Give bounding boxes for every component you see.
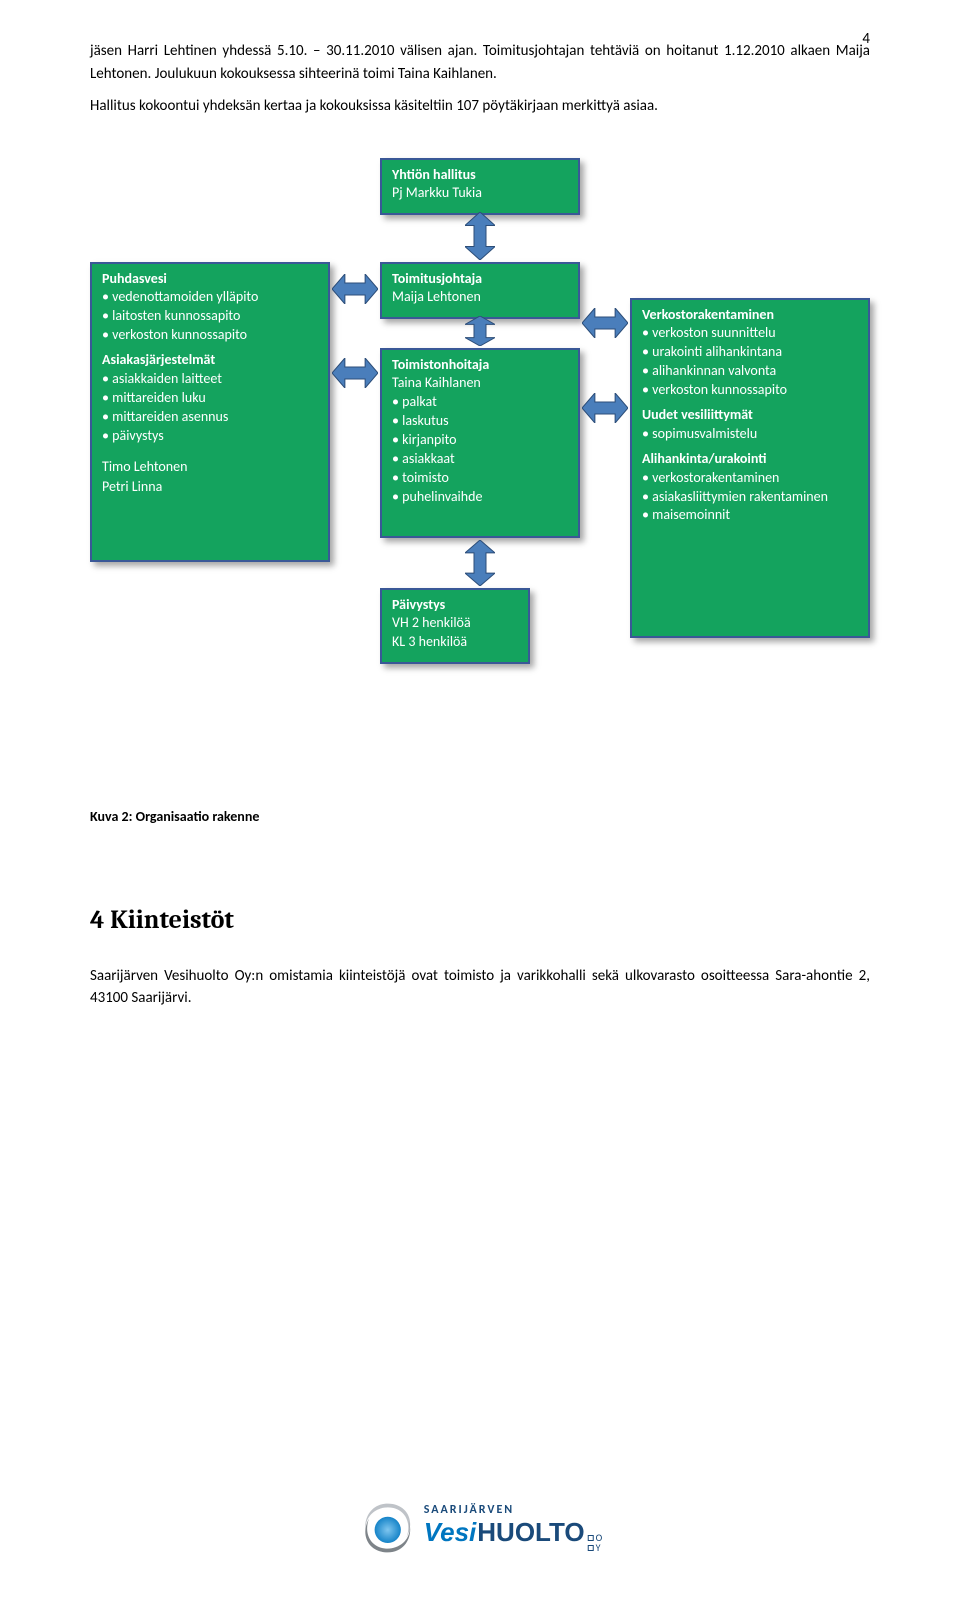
organization-diagram: Yhtiön hallitusPj Markku Tukia Toimitusjo… [90, 158, 870, 778]
double-arrow-icon [465, 540, 495, 586]
logo-vesi-text: Vesi [424, 1517, 477, 1548]
paragraph-1: jäsen Harri Lehtinen yhdessä 5.10. – 30.… [90, 40, 870, 85]
double-arrow-icon [582, 393, 628, 423]
double-arrow-icon [465, 212, 495, 260]
double-arrow-icon [332, 274, 378, 304]
org-box: Yhtiön hallitusPj Markku Tukia [380, 158, 580, 216]
double-arrow-icon [582, 308, 628, 338]
paragraph-2: Hallitus kokoontui yhdeksän kertaa ja ko… [90, 95, 870, 118]
org-box: Puhdasvesivedenottamoiden ylläpitolaitos… [90, 262, 330, 562]
section-heading: 4 Kiinteistöt [90, 905, 870, 935]
org-box: PäivystysVH 2 henkilöäKL 3 henkilöä [380, 588, 530, 665]
logo-huolto-text: HUOLTO [477, 1517, 584, 1548]
paragraph-3: Saarijärven Vesihuolto Oy:n omistamia ki… [90, 965, 870, 1010]
double-arrow-icon [465, 316, 495, 346]
org-box: ToimitusjohtajaMaija Lehtonen [380, 262, 580, 320]
figure-caption: Kuva 2: Organisaatio rakenne [90, 808, 870, 825]
logo-top-text: SAARIJÄRVEN [424, 1503, 603, 1517]
double-arrow-icon [332, 358, 378, 388]
logo-oy-text: O Y [588, 1533, 603, 1553]
org-box: Verkostorakentaminenverkoston suunnittel… [630, 298, 870, 638]
org-box: ToimistonhoitajaTaina Kaihlanenpalkatlas… [380, 348, 580, 538]
page-number: 4 [862, 30, 870, 48]
swirl-icon [358, 1498, 418, 1558]
footer-logo: SAARIJÄRVEN Vesi HUOLTO O Y [358, 1498, 603, 1558]
